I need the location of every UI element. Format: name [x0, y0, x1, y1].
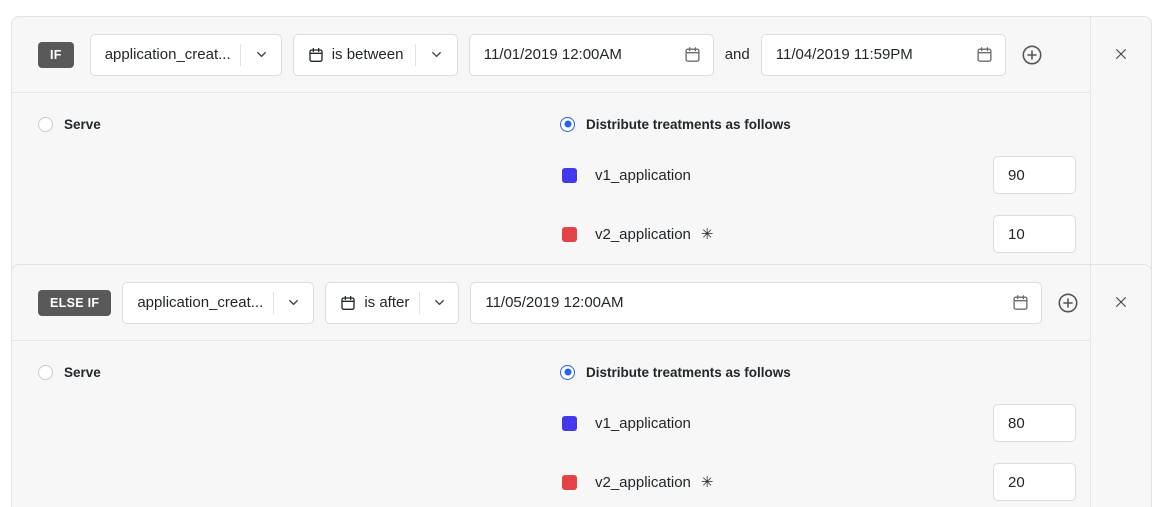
calendar-icon[interactable]: [1012, 294, 1029, 311]
attribute-select-value: application_creat...: [137, 294, 264, 311]
operator-label: is between: [331, 46, 404, 63]
divider: [273, 291, 275, 314]
operator-label: is after: [364, 294, 410, 311]
treatment-percent-input[interactable]: 90: [993, 156, 1076, 194]
serve-option-column: Serve: [12, 113, 560, 253]
treatment-color-swatch: [562, 415, 577, 431]
chevron-down-icon: [420, 295, 459, 310]
rule-card-body: IF application_creat... is between: [12, 17, 1090, 275]
rule-card: IF application_creat... is between: [11, 16, 1152, 276]
treatment-area: Serve Distribute treatments as follows v…: [12, 341, 1090, 507]
treatment-name: v1_application: [595, 166, 691, 184]
divider: [240, 43, 242, 66]
treatment-name: v1_application: [595, 414, 691, 432]
default-treatment-asterisk-icon: ✳: [700, 473, 714, 491]
treatment-name: v2_application: [595, 473, 691, 491]
treatment-name: v2_application: [595, 225, 691, 243]
chevron-down-icon: [274, 295, 313, 310]
treatment-percent-input[interactable]: 10: [993, 215, 1076, 253]
treatment-color-swatch: [562, 226, 577, 242]
serve-label: Serve: [64, 364, 101, 380]
attribute-select[interactable]: application_creat...: [122, 281, 315, 324]
serve-radio[interactable]: [38, 364, 53, 380]
serve-label: Serve: [64, 116, 101, 132]
default-treatment-asterisk-icon: ✳: [700, 225, 714, 243]
treatment-row: v1_application 90: [560, 156, 1090, 194]
add-condition-button[interactable]: [1056, 291, 1080, 315]
rule-card-actions: [1090, 17, 1151, 275]
calendar-icon[interactable]: [684, 46, 701, 63]
chevron-down-icon: [416, 47, 456, 62]
remove-rule-button[interactable]: [1110, 43, 1132, 65]
start-date-input[interactable]: 11/01/2019 12:00AM: [468, 33, 714, 76]
plus-circle-icon: [1057, 292, 1079, 314]
distribute-radio-option[interactable]: Distribute treatments as follows: [560, 113, 1090, 135]
operator-select-value-wrap: is between: [294, 46, 416, 63]
close-icon: [1114, 295, 1128, 309]
condition-badge[interactable]: IF: [38, 41, 74, 68]
treatment-area: Serve Distribute treatments as follows v…: [12, 93, 1090, 275]
calendar-icon: [340, 295, 356, 311]
plus-circle-icon: [1021, 44, 1043, 66]
distribute-radio[interactable]: [560, 364, 575, 380]
calendar-icon[interactable]: [976, 46, 993, 63]
condition-row: ELSE IF application_creat... is after: [12, 265, 1090, 341]
distribute-radio[interactable]: [560, 116, 575, 132]
serve-option-column: Serve: [12, 361, 560, 501]
condition-row: IF application_creat... is between: [12, 17, 1090, 93]
distribute-option-column: Distribute treatments as follows v1_appl…: [560, 113, 1090, 253]
start-date-value: 11/05/2019 12:00AM: [485, 294, 624, 311]
divider: [418, 291, 420, 314]
rule-card-body: ELSE IF application_creat... is after: [12, 265, 1090, 507]
close-icon: [1114, 47, 1128, 61]
remove-rule-button[interactable]: [1110, 291, 1132, 313]
operator-select[interactable]: is between: [292, 33, 458, 76]
serve-radio[interactable]: [38, 116, 53, 132]
treatment-color-swatch: [562, 474, 577, 490]
treatment-percent-input[interactable]: 80: [993, 404, 1076, 442]
attribute-select-value: application_creat...: [104, 46, 231, 63]
rule-card-actions: [1090, 265, 1151, 507]
start-date-value: 11/01/2019 12:00AM: [483, 46, 622, 63]
distribute-label: Distribute treatments as follows: [586, 364, 791, 380]
serve-radio-option[interactable]: Serve: [38, 113, 560, 135]
add-condition-button[interactable]: [1020, 43, 1044, 67]
end-date-value: 11/04/2019 11:59PM: [775, 46, 913, 63]
attribute-select[interactable]: application_creat...: [89, 33, 282, 76]
serve-radio-option[interactable]: Serve: [38, 361, 560, 383]
treatment-row: v2_application ✳ 20: [560, 463, 1090, 501]
treatment-percent-input[interactable]: 20: [993, 463, 1076, 501]
rule-card: ELSE IF application_creat... is after: [11, 264, 1152, 507]
distribute-radio-option[interactable]: Distribute treatments as follows: [560, 361, 1090, 383]
divider: [415, 43, 417, 66]
conjunction-label: and: [724, 46, 750, 63]
treatment-color-swatch: [562, 167, 577, 183]
start-date-input[interactable]: 11/05/2019 12:00AM: [470, 281, 1043, 324]
distribute-label: Distribute treatments as follows: [586, 116, 791, 132]
operator-select-value-wrap: is after: [326, 294, 419, 311]
treatment-row: v1_application 80: [560, 404, 1090, 442]
operator-select[interactable]: is after: [325, 281, 460, 324]
treatment-row: v2_application ✳ 10: [560, 215, 1090, 253]
chevron-down-icon: [241, 47, 280, 62]
calendar-icon: [308, 47, 324, 63]
condition-badge[interactable]: ELSE IF: [38, 289, 112, 316]
end-date-input[interactable]: 11/04/2019 11:59PM: [760, 33, 1006, 76]
distribute-option-column: Distribute treatments as follows v1_appl…: [560, 361, 1090, 501]
